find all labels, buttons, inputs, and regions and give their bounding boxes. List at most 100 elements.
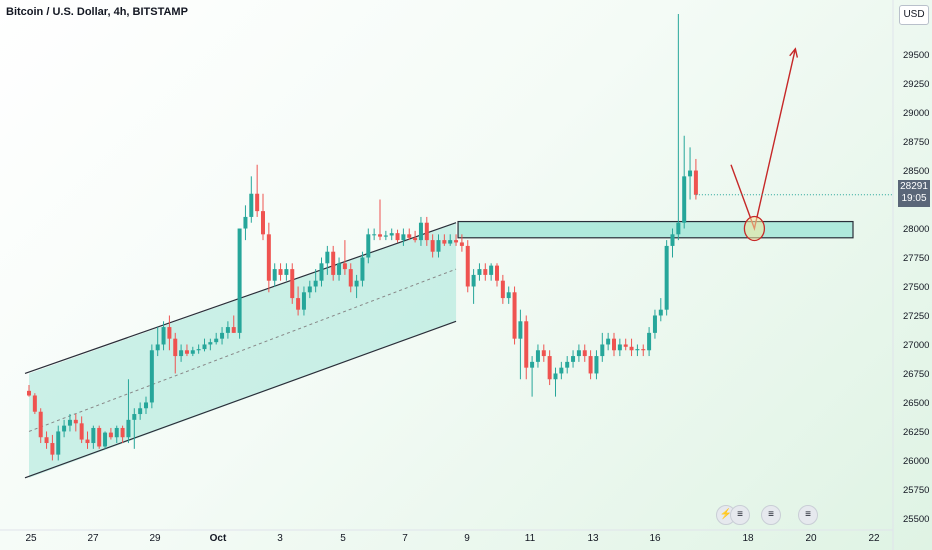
last-price-tag: 28291 19:05	[898, 180, 930, 207]
candle-body	[167, 327, 172, 339]
candle-body	[682, 176, 687, 223]
candle-body	[249, 193, 254, 217]
candle-body	[576, 350, 581, 357]
candle-body	[67, 419, 72, 426]
candle-body	[138, 408, 143, 415]
candle-body	[243, 216, 248, 229]
projection-arrowhead	[789, 47, 799, 58]
candle-body	[565, 361, 570, 368]
candle-body	[27, 390, 31, 396]
y-tick-label: 26250	[903, 427, 929, 438]
candle-body	[231, 327, 236, 333]
flag-icon[interactable]: ≡	[798, 505, 818, 525]
candle-body	[401, 234, 406, 241]
candle-body	[62, 425, 67, 432]
candle-body	[389, 233, 394, 236]
candle-body	[208, 342, 213, 345]
candle-body	[688, 170, 693, 177]
x-tick-label: 20	[805, 533, 817, 544]
candle-body	[635, 349, 640, 351]
flag-icon[interactable]: ≡	[761, 505, 781, 525]
y-tick-label: 26750	[903, 369, 929, 380]
y-tick-label: 25750	[903, 485, 929, 496]
candle-body	[512, 292, 517, 339]
y-tick-label: 27750	[903, 253, 929, 264]
candle-body	[459, 242, 464, 246]
candle-body	[670, 234, 675, 246]
candle-body	[325, 251, 330, 264]
candle-body	[284, 269, 289, 275]
candle-body	[85, 439, 90, 444]
candle-body	[354, 280, 359, 287]
y-tick-label: 26500	[903, 398, 929, 409]
x-tick-label: 11	[525, 533, 536, 544]
candle-body	[600, 344, 605, 357]
candle-body	[629, 346, 634, 351]
candle-body	[342, 263, 347, 270]
candle-body	[658, 309, 663, 316]
candle-body	[407, 234, 412, 238]
x-tick-label: 29	[149, 533, 161, 544]
candle-body	[149, 350, 154, 403]
candle-body	[161, 327, 166, 345]
candle-body	[594, 356, 599, 374]
x-tick-label: 3	[277, 533, 283, 544]
candle-body	[132, 414, 137, 420]
candle-body	[641, 349, 646, 351]
last-price-value: 28291	[900, 181, 928, 192]
candle-body	[442, 240, 447, 244]
x-tick-label: 25	[25, 533, 37, 544]
x-tick-label: 16	[649, 533, 661, 544]
candle-body	[196, 349, 201, 351]
candle-body	[500, 280, 505, 299]
candle-body	[424, 222, 429, 241]
x-tick-label: Oct	[210, 533, 227, 544]
candle-body	[360, 257, 365, 281]
candle-body	[255, 193, 260, 212]
candle-body	[471, 274, 476, 287]
channel-lower-line	[24, 320, 457, 479]
y-tick-label: 27500	[903, 282, 929, 293]
candle-body	[372, 234, 377, 236]
y-tick-label: 29000	[903, 108, 929, 119]
candle-body	[126, 419, 131, 438]
candle-body	[272, 269, 277, 281]
candle-body	[664, 245, 669, 310]
candle-body	[553, 373, 558, 380]
candle-body	[220, 332, 225, 339]
candle-body	[108, 432, 113, 438]
candle-body	[179, 350, 184, 357]
candle-body	[202, 344, 207, 350]
candle-body	[278, 269, 283, 275]
candle-body	[383, 235, 388, 237]
x-tick-label: 13	[587, 533, 599, 544]
candle-body	[378, 234, 382, 237]
candle-body	[483, 269, 488, 275]
candle-body	[214, 338, 219, 343]
candle-body	[582, 350, 587, 357]
flag-icon[interactable]: ≡	[730, 505, 750, 525]
x-tick-label: 18	[742, 533, 754, 544]
channel-mid-line	[28, 268, 457, 432]
candle-body	[647, 332, 652, 351]
candle-body	[477, 269, 482, 275]
candle-body	[337, 263, 342, 275]
candle-body	[652, 315, 657, 333]
candle-body	[225, 327, 230, 333]
y-tick-label: 26000	[903, 456, 929, 467]
candle-body	[155, 344, 160, 351]
candle-body	[559, 367, 564, 374]
x-tick-label: 27	[87, 533, 99, 544]
candle-body	[120, 427, 125, 438]
currency-button[interactable]: USD	[899, 5, 929, 25]
candle-body	[541, 350, 546, 357]
candle-body	[56, 431, 61, 455]
candle-body	[144, 402, 148, 409]
y-tick-label: 28500	[903, 166, 929, 177]
candle-body	[395, 233, 400, 241]
candle-body	[418, 222, 423, 241]
candle-body	[301, 292, 306, 310]
candle-body	[313, 280, 318, 287]
y-tick-label: 25500	[903, 514, 929, 525]
